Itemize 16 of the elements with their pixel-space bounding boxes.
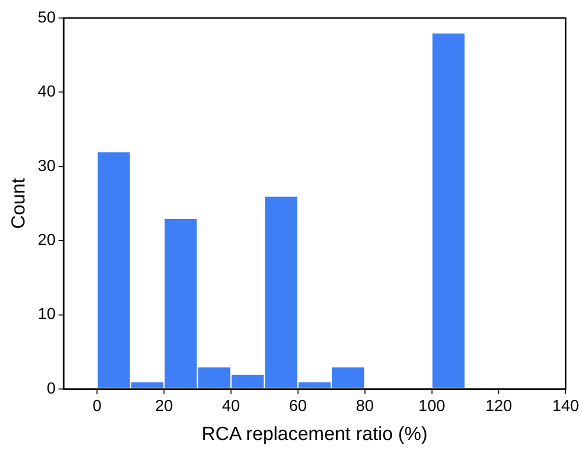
y-tick-label: 20 bbox=[38, 232, 56, 250]
x-tick-label: 40 bbox=[222, 398, 240, 416]
y-tick-label: 0 bbox=[46, 380, 56, 398]
x-tick-label: 0 bbox=[92, 398, 102, 416]
x-tick-label: 20 bbox=[155, 398, 174, 416]
x-tick-label: 80 bbox=[356, 398, 374, 416]
y-axis-title: Count bbox=[8, 177, 30, 229]
y-tick-label: 10 bbox=[38, 306, 56, 324]
y-tick-label: 50 bbox=[38, 9, 56, 26]
x-tick-label: 100 bbox=[418, 398, 446, 416]
y-tick-label: 30 bbox=[38, 158, 56, 175]
x-tick-label: 60 bbox=[288, 398, 307, 416]
x-tick-label: 120 bbox=[485, 398, 512, 416]
x-tick-label: 140 bbox=[552, 398, 580, 416]
x-axis-title: RCA replacement ratio (%) bbox=[202, 424, 428, 445]
y-tick-label: 40 bbox=[38, 84, 56, 101]
